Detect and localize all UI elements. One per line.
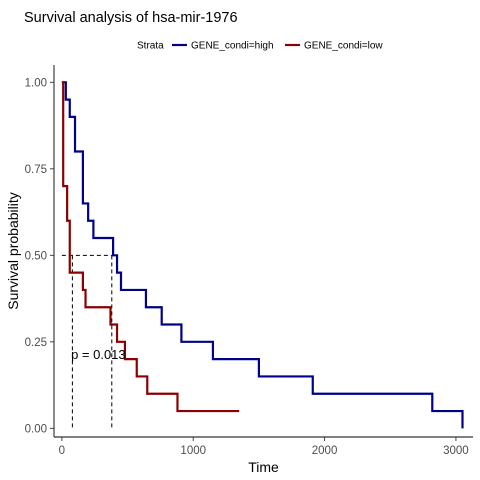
x-axis-label: Time bbox=[248, 459, 279, 475]
curve-gene-high bbox=[61, 81, 464, 429]
y-tick-label: 0.00 bbox=[25, 423, 47, 435]
chart-title: Survival analysis of hsa-mir-1976 bbox=[24, 10, 238, 26]
survival-curves bbox=[61, 81, 464, 429]
y-tick-label: 1.00 bbox=[25, 77, 47, 89]
y-tick-label: 0.50 bbox=[25, 250, 47, 262]
curve-gene-low bbox=[61, 81, 240, 413]
legend: Strata GENE_condi=high GENE_condi=low bbox=[137, 41, 383, 52]
legend-title: Strata bbox=[137, 41, 164, 52]
y-tick-label: 0.75 bbox=[25, 164, 47, 176]
p-value-annotation: p = 0.013 bbox=[71, 347, 126, 362]
x-tick-label: 0 bbox=[59, 445, 65, 457]
axes bbox=[53, 65, 473, 438]
y-axis-label: Survival probability bbox=[5, 192, 21, 310]
legend-entry: GENE_condi=high bbox=[191, 41, 274, 52]
x-tick-label: 3000 bbox=[443, 445, 469, 457]
x-tick-label: 1000 bbox=[180, 445, 206, 457]
x-tick-label: 2000 bbox=[312, 445, 338, 457]
legend-entry: GENE_condi=low bbox=[304, 41, 383, 52]
axis-ticks: 0 1000 2000 3000 0.00 0.25 0.50 0.75 1.00 bbox=[25, 77, 469, 457]
y-tick-label: 0.25 bbox=[25, 337, 47, 349]
